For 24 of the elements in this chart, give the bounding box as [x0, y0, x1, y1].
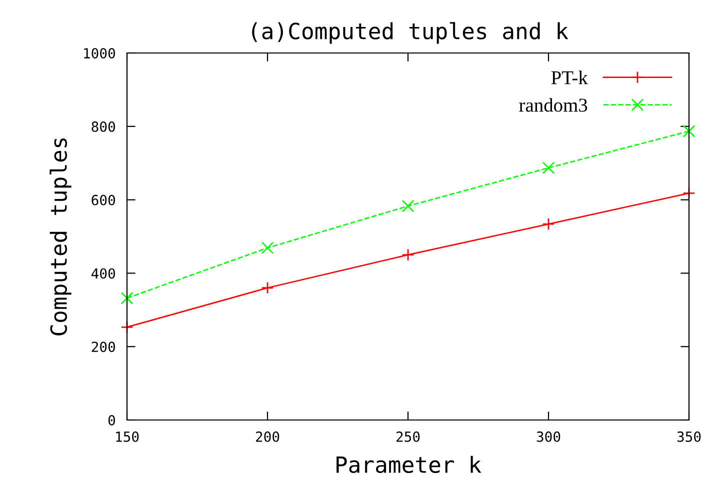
- point: [402, 200, 414, 212]
- point: [261, 282, 274, 294]
- y-tick-label: 800: [92, 121, 115, 132]
- x-tick-label: 300: [536, 431, 560, 442]
- x-axis-title: Parameter k: [336, 456, 482, 474]
- y-tick-label: 200: [92, 342, 115, 352]
- y-tick-label: 400: [91, 268, 115, 279]
- x-tick-label: 200: [256, 431, 280, 442]
- point: [682, 124, 696, 138]
- x-tick-label: 150: [116, 431, 139, 442]
- legend-label: PT-k: [551, 70, 588, 84]
- y-tick-label: 1000: [84, 48, 115, 59]
- x-tick-label: 350: [677, 431, 701, 442]
- y-tick-label: 0: [108, 415, 115, 426]
- chart-title: (a)Computed tuples and k: [252, 22, 568, 44]
- legend-label: random3: [519, 98, 588, 112]
- point: [542, 218, 555, 230]
- point: [261, 242, 274, 254]
- y-tick-label: 600: [92, 194, 115, 206]
- point: [120, 292, 134, 304]
- x-tick-label: 250: [396, 431, 420, 442]
- y-axis-title: Computed tuples: [50, 138, 72, 336]
- point: [542, 162, 555, 174]
- point: [402, 248, 414, 262]
